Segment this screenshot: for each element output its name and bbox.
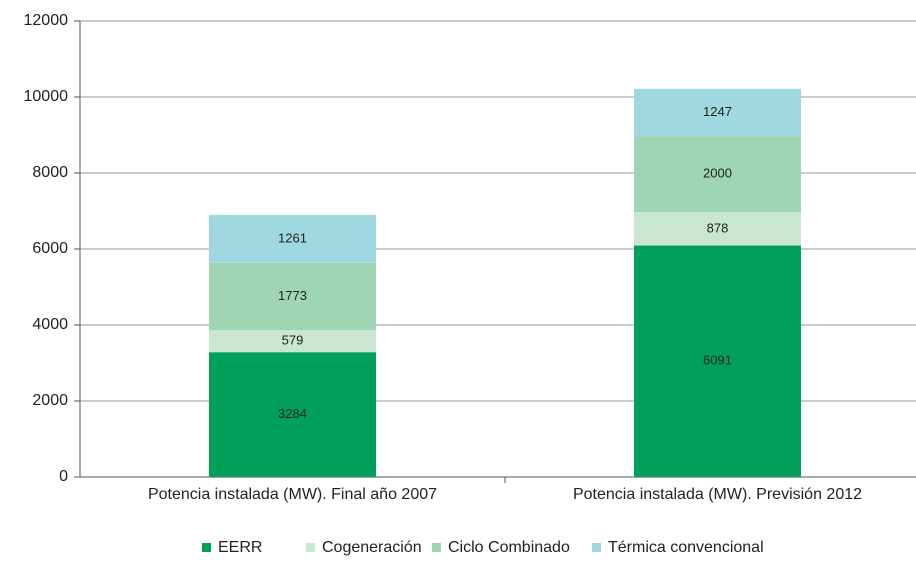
bar-segment <box>634 245 801 477</box>
legend-swatch <box>202 543 211 552</box>
bar-segment <box>209 352 376 477</box>
y-tick-label: 0 <box>59 468 68 485</box>
legend-swatch <box>592 543 601 552</box>
y-tick-label: 4000 <box>32 316 68 333</box>
y-tick-label: 12000 <box>24 12 69 29</box>
y-tick-label: 8000 <box>32 164 68 181</box>
bar-segment <box>209 262 376 331</box>
x-tick-label: Potencia instalada (MW). Previsión 2012 <box>573 486 862 503</box>
legend-label: Ciclo Combinado <box>448 539 570 556</box>
legend-label: Cogeneración <box>322 539 422 556</box>
data-label: 878 <box>707 220 729 235</box>
legend-label: Térmica convencional <box>608 539 764 556</box>
data-label: 579 <box>282 333 304 348</box>
data-label: 1773 <box>278 288 307 303</box>
y-tick-label: 6000 <box>32 240 68 257</box>
data-label: 1261 <box>278 230 307 245</box>
data-label: 3284 <box>278 406 307 421</box>
bar-segment <box>634 88 801 137</box>
legend-label: EERR <box>218 539 262 556</box>
data-label: 1247 <box>703 104 732 119</box>
legend-swatch <box>306 543 315 552</box>
data-label: 2000 <box>703 166 732 181</box>
bar-segment <box>634 212 801 246</box>
bar-segment <box>634 136 801 213</box>
bar-segment <box>209 330 376 353</box>
legend-swatch <box>432 543 441 552</box>
data-label: 6091 <box>703 353 732 368</box>
bar-segment <box>209 214 376 263</box>
y-tick-label: 2000 <box>32 392 68 409</box>
y-tick-label: 10000 <box>24 88 69 105</box>
x-tick-label: Potencia instalada (MW). Final año 2007 <box>148 486 437 503</box>
